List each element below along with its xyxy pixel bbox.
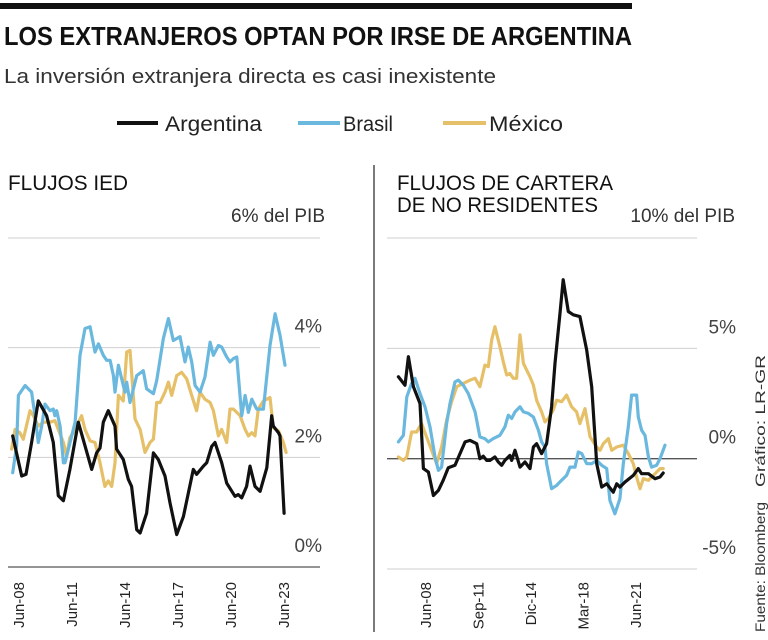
legend-label-mexico: México (489, 113, 563, 136)
y-tick-label: 2% (295, 426, 323, 447)
x-tick-label: Jun-20 (223, 582, 240, 628)
top-bar (0, 3, 632, 9)
x-tick-label: Jun-17 (170, 582, 187, 628)
right-panel-title-line1: FLUJOS DE CARTERA (397, 172, 613, 195)
legend-label-brasil: Brasil (343, 113, 393, 136)
y-tick-label: 0% (709, 428, 737, 449)
y-tick-label: -5% (702, 538, 736, 559)
credit-label: Gráfico: LR-GR (752, 355, 768, 487)
chart-subtitle: La inversión extranjera directa es casi … (4, 66, 496, 88)
left-unit-label: 6% del PIB (231, 206, 325, 227)
series-line-argentina (396, 278, 665, 498)
legend-label-argentina: Argentina (165, 113, 262, 136)
chart-title: LOS EXTRANJEROS OPTAN POR IRSE DE ARGENT… (4, 21, 632, 51)
x-tick-label: Mar-18 (575, 582, 592, 630)
x-tick-label: Dic-14 (523, 582, 540, 625)
x-tick-label: Jun-14 (117, 582, 134, 628)
x-tick-label: Jun-11 (64, 582, 81, 627)
right-panel-title-line2: DE NO RESIDENTES (397, 194, 598, 217)
series-line-brasil (11, 312, 287, 475)
series-line-brasil (396, 376, 667, 516)
x-tick-label: Jun-08 (418, 582, 435, 628)
series-line-argentina (11, 399, 286, 537)
y-tick-label: 0% (295, 536, 323, 557)
series-line-mexico (10, 348, 288, 488)
x-tick-label: Jun-23 (276, 582, 293, 628)
left-panel-title: FLUJOS IED (8, 172, 128, 195)
source-label: Fuente: Bloomberg (752, 502, 768, 632)
x-tick-label: Jun-21 (628, 582, 645, 628)
right-plot-area: 5% 0% -5% Jun-08 Sep-11 Dic-14 Mar-18 Jun-21 (387, 237, 737, 630)
x-tick-label: Jun-08 (11, 582, 28, 628)
y-tick-label: 4% (295, 317, 323, 338)
legend: Argentina Brasil México (117, 113, 563, 136)
right-unit-label: 10% del PIB (630, 206, 735, 227)
x-tick-label: Sep-11 (470, 582, 487, 629)
left-plot-area: 4% 2% 0% Jun-08 Jun-11 Jun-14 Jun-17 Jun-20 Jun-… (8, 237, 323, 628)
y-tick-label: 5% (709, 317, 737, 338)
